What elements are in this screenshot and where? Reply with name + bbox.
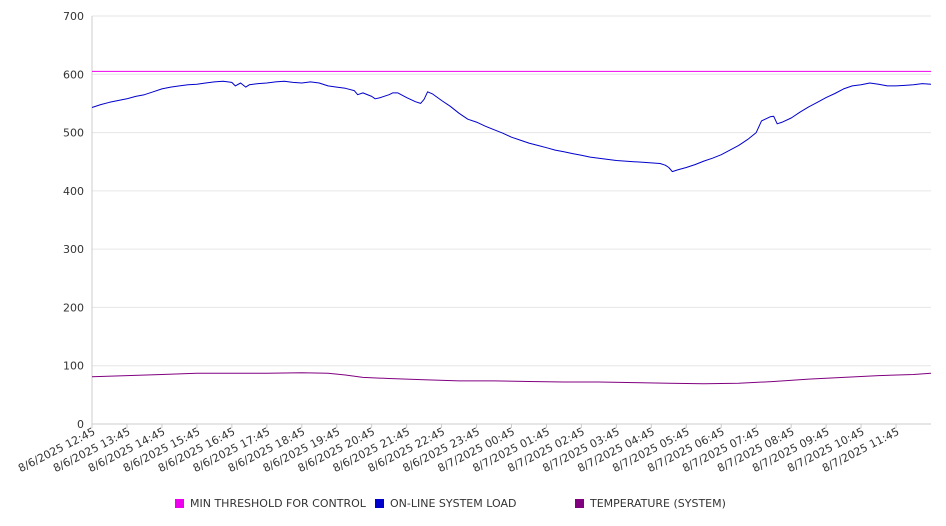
y-tick-label-600: 600: [63, 68, 84, 81]
x-tick-labels: 8/6/2025 12:458/6/2025 13:458/6/2025 14:…: [16, 425, 901, 475]
y-tick-label-0: 0: [77, 418, 84, 431]
legend-label-system-load: ON-LINE SYSTEM LOAD: [390, 497, 517, 510]
gridlines: [92, 15, 931, 367]
series-lines: [91, 70, 932, 385]
legend-label-min-threshold: MIN THRESHOLD FOR CONTROL: [190, 497, 366, 510]
axes: [91, 16, 931, 428]
legend-swatch-temperature: [575, 499, 584, 508]
legend: MIN THRESHOLD FOR CONTROL ON-LINE SYSTEM…: [0, 497, 946, 515]
legend-label-temperature: TEMPERATURE (SYSTEM): [590, 497, 726, 510]
legend-item-min-threshold: MIN THRESHOLD FOR CONTROL: [175, 497, 366, 510]
series-line-on-line-system-load: [91, 80, 932, 173]
y-tick-label-500: 500: [63, 127, 84, 140]
y-tick-label-400: 400: [63, 185, 84, 198]
y-tick-labels: 0 100 200 300 400 500 600 700: [63, 10, 84, 431]
y-tick-label-300: 300: [63, 243, 84, 256]
legend-item-temperature: TEMPERATURE (SYSTEM): [575, 497, 726, 510]
y-tick-label-700: 700: [63, 10, 84, 23]
y-tick-label-100: 100: [63, 360, 84, 373]
legend-swatch-system-load: [375, 499, 384, 508]
series-line-temperature-system: [91, 372, 932, 385]
y-tick-label-200: 200: [63, 301, 84, 314]
legend-swatch-min-threshold: [175, 499, 184, 508]
legend-item-system-load: ON-LINE SYSTEM LOAD: [375, 497, 516, 510]
